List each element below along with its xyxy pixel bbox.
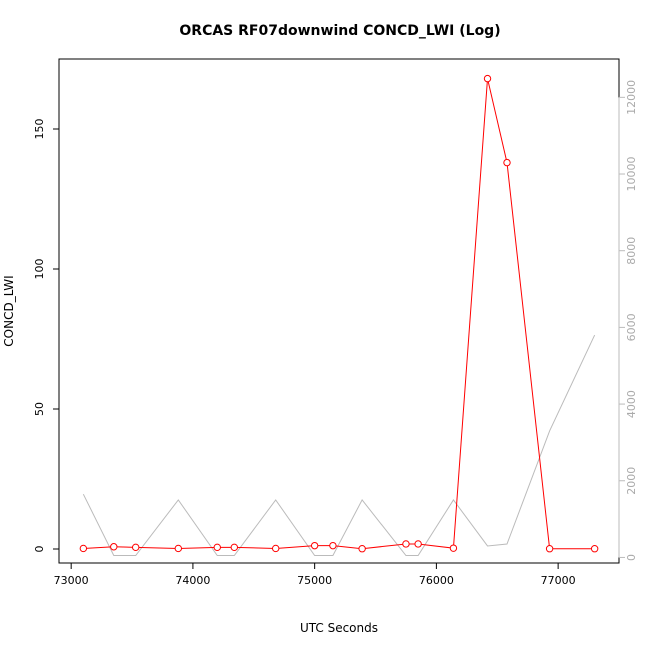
x-axis-label: UTC Seconds	[300, 621, 378, 635]
y-axis: 0 50 100 150	[33, 119, 60, 553]
data-point	[271, 544, 280, 553]
data-point	[503, 158, 511, 167]
right-y-axis: 0 2000 4000 6000 8000 10000 12000	[618, 80, 638, 561]
data-point	[79, 544, 88, 553]
x-tick-label: 75000	[297, 574, 332, 587]
data-point	[358, 545, 366, 553]
x-tick-label: 73000	[54, 574, 89, 587]
x-axis: 73000 74000 75000 76000 77000	[54, 562, 576, 587]
y-tick-label: 50	[33, 402, 46, 416]
right-y-tick-label: 2000	[625, 467, 638, 495]
data-point	[213, 543, 221, 552]
data-point	[174, 544, 183, 553]
plot-frame	[58, 58, 620, 564]
data-point	[310, 541, 319, 550]
right-y-tick-label: 0	[625, 554, 638, 561]
y-axis-label: CONCD_LWI	[2, 275, 16, 346]
y-tick-label: 150	[33, 119, 46, 140]
right-y-tick-label: 6000	[625, 313, 638, 341]
data-point	[329, 541, 337, 550]
x-tick-label: 74000	[175, 574, 210, 587]
data-point	[545, 545, 554, 553]
chart-title: ORCAS RF07downwind CONCD_LWI (Log)	[179, 23, 500, 39]
x-tick-label: 77000	[541, 574, 576, 587]
data-point	[230, 543, 239, 552]
y-tick-label: 100	[33, 259, 46, 280]
right-y-tick-label: 12000	[625, 80, 638, 115]
secondary-series-line	[82, 334, 596, 557]
right-y-tick-label: 10000	[625, 157, 638, 192]
right-y-tick-label: 4000	[625, 390, 638, 418]
x-tick-label: 76000	[419, 574, 454, 587]
data-point	[483, 74, 492, 83]
data-point	[449, 544, 458, 552]
right-y-tick-label: 8000	[625, 237, 638, 265]
y-tick-label: 0	[33, 546, 46, 553]
data-point	[590, 545, 599, 553]
data-point	[414, 540, 422, 548]
primary-series-line	[83, 78, 595, 550]
data-point	[131, 543, 140, 552]
data-point	[402, 540, 410, 548]
series-layer	[79, 74, 599, 557]
data-point	[110, 543, 118, 551]
